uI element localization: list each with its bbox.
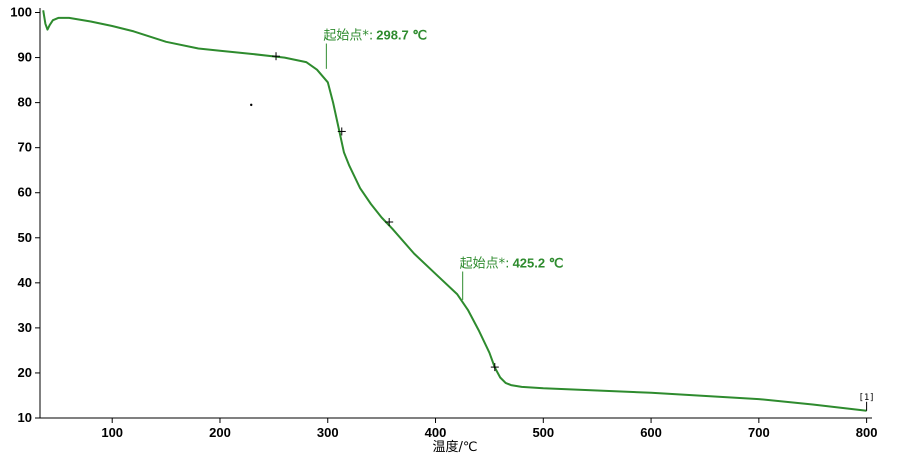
onset-annotation-text: 起始点*: 425.2 ℃ [460, 256, 564, 272]
y-tick-label: 80 [18, 95, 32, 110]
onset-annotation-text: 起始点*: 298.7 ℃ [323, 28, 427, 44]
y-tick-label: 60 [18, 185, 32, 200]
x-tick-label: 200 [209, 425, 231, 440]
y-tick-label: 40 [18, 275, 32, 290]
x-tick-label: 100 [101, 425, 123, 440]
y-tick-label: 100 [10, 5, 32, 20]
x-axis-title: 温度/℃ [433, 439, 478, 455]
series-end-label: [1] [858, 393, 874, 403]
onset-annotation: 起始点*: 298.7 ℃ [323, 28, 427, 69]
cross-marker [272, 52, 281, 61]
markers-layer [272, 52, 499, 372]
cross-marker [385, 218, 394, 227]
x-tick-label: 300 [317, 425, 339, 440]
x-tick-label: 800 [856, 425, 878, 440]
y-tick-label: 90 [18, 50, 32, 65]
stray-point [250, 103, 253, 107]
y-tick-label: 50 [18, 230, 32, 245]
cross-marker [490, 363, 499, 372]
cross-marker [337, 127, 346, 136]
onset-value: 298.7 ℃ [376, 28, 427, 43]
onset-annotation: 起始点*: 425.2 ℃ [460, 256, 564, 300]
onset-label: 起始点*: [460, 257, 510, 272]
y-tick-label: 70 [18, 140, 32, 155]
x-axis: 100 200 300 400 500 600 700 800 [40, 417, 877, 440]
onset-value: 425.2 ℃ [513, 256, 564, 271]
y-tick-label: 20 [18, 365, 32, 380]
x-tick-label: 600 [640, 425, 662, 440]
y-tick-label: 30 [18, 320, 32, 335]
y-tick-label: 10 [18, 410, 32, 425]
x-tick-label: 500 [532, 425, 554, 440]
onset-label: 起始点*: [323, 29, 373, 44]
x-tick-label: 400 [425, 425, 447, 440]
series-layer [42, 10, 867, 412]
tga-series-line [42, 10, 867, 412]
x-tick-label: 700 [748, 425, 770, 440]
y-ticks: 10 20 30 40 50 60 70 80 90 100 [10, 5, 40, 425]
x-ticks: 100 200 300 400 500 600 700 800 [101, 418, 877, 440]
y-axis: 10 20 30 40 50 60 70 80 90 100 [10, 5, 41, 425]
